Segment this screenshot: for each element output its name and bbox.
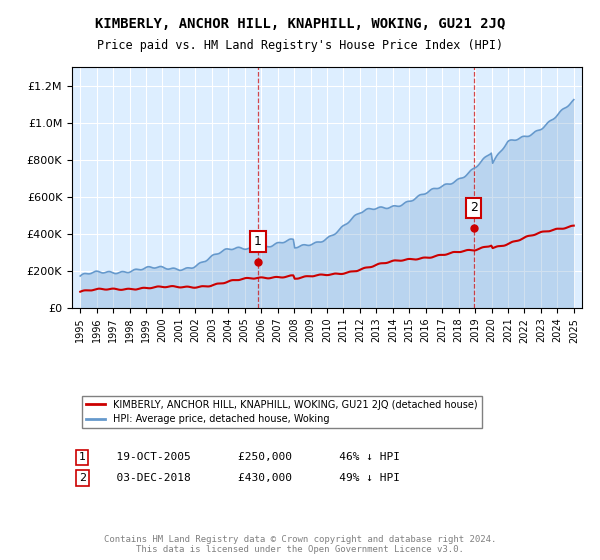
Text: 1: 1 xyxy=(254,235,262,248)
Text: 03-DEC-2018       £430,000       49% ↓ HPI: 03-DEC-2018 £430,000 49% ↓ HPI xyxy=(103,473,400,483)
Text: Price paid vs. HM Land Registry's House Price Index (HPI): Price paid vs. HM Land Registry's House … xyxy=(97,39,503,52)
Text: 19-OCT-2005       £250,000       46% ↓ HPI: 19-OCT-2005 £250,000 46% ↓ HPI xyxy=(103,452,400,463)
Text: Contains HM Land Registry data © Crown copyright and database right 2024.
This d: Contains HM Land Registry data © Crown c… xyxy=(104,535,496,554)
Text: 2: 2 xyxy=(79,473,86,483)
Text: 2: 2 xyxy=(470,202,478,214)
Text: KIMBERLY, ANCHOR HILL, KNAPHILL, WOKING, GU21 2JQ: KIMBERLY, ANCHOR HILL, KNAPHILL, WOKING,… xyxy=(95,17,505,31)
Legend: KIMBERLY, ANCHOR HILL, KNAPHILL, WOKING, GU21 2JQ (detached house), HPI: Average: KIMBERLY, ANCHOR HILL, KNAPHILL, WOKING,… xyxy=(82,396,482,428)
Text: 1: 1 xyxy=(79,452,86,463)
